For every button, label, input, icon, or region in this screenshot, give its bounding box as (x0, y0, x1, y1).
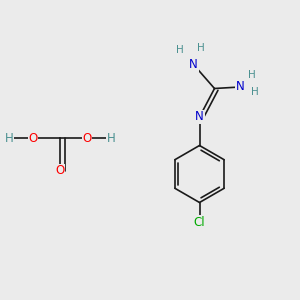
Text: N: N (195, 110, 204, 124)
Text: N: N (236, 80, 244, 94)
Text: O: O (82, 131, 91, 145)
Text: H: H (248, 70, 256, 80)
Text: O: O (28, 131, 38, 145)
Text: N: N (189, 58, 198, 71)
Text: H: H (4, 131, 14, 145)
Text: H: H (106, 131, 116, 145)
Text: H: H (197, 43, 205, 53)
Text: H: H (251, 86, 259, 97)
Text: Cl: Cl (194, 215, 205, 229)
Text: O: O (56, 164, 64, 178)
Text: H: H (176, 45, 184, 55)
